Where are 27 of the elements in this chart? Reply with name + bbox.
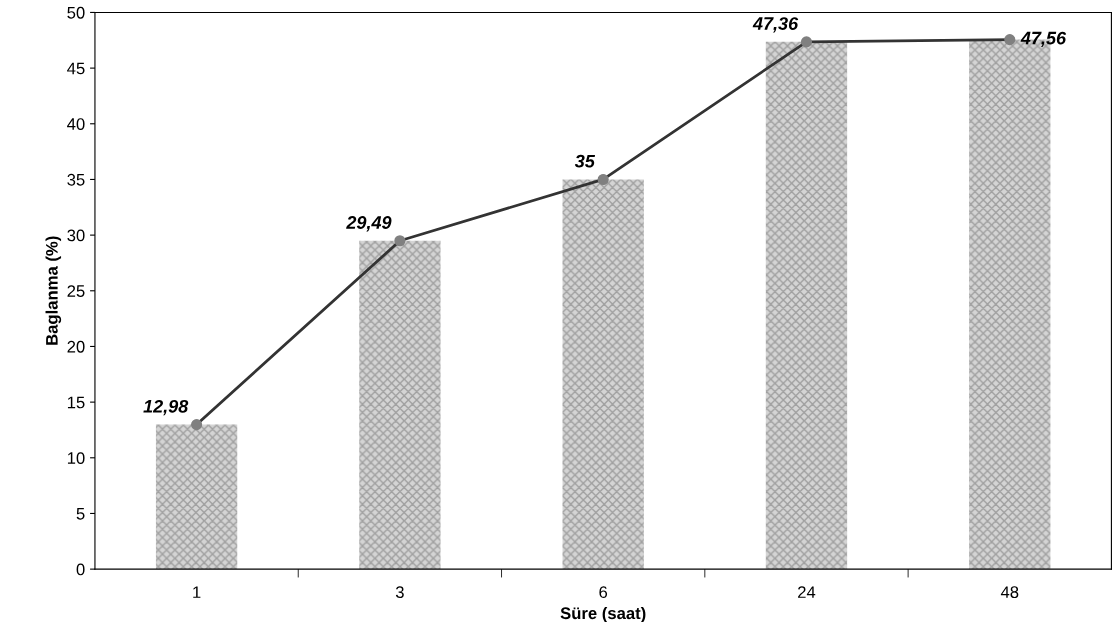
x-tick-label: 6 — [599, 586, 608, 599]
bar — [765, 41, 848, 570]
bar — [359, 240, 441, 570]
data-label: 47,36 — [752, 17, 799, 33]
y-tick-label: 30 — [67, 229, 85, 242]
y-tick-label: 0 — [76, 563, 85, 576]
y-tick-label: 25 — [67, 285, 85, 297]
y-tick-label: 15 — [67, 396, 85, 409]
x-tick-label: 1 — [193, 586, 201, 598]
data-label: 35 — [574, 154, 596, 168]
bar — [155, 424, 238, 570]
y-tick-label: 50 — [67, 6, 85, 19]
x-tick-label: 48 — [1000, 586, 1019, 599]
data-label: 29,49 — [346, 216, 392, 232]
bar — [562, 179, 644, 570]
x-axis-title: Süre (saat) — [560, 606, 646, 622]
data-label: 47,56 — [1020, 31, 1067, 48]
y-tick-label: 45 — [67, 62, 85, 75]
y-tick-label: 40 — [67, 118, 85, 130]
y-tick-label: 20 — [67, 340, 85, 353]
x-tick-label: 3 — [395, 586, 404, 599]
y-tick-label: 35 — [67, 173, 85, 186]
y-tick-label: 5 — [76, 508, 85, 520]
y-axis-title: Baglanma (%) — [45, 236, 62, 345]
data-label: 12,98 — [143, 399, 189, 416]
y-tick-label: 10 — [67, 452, 85, 464]
x-tick-label: 24 — [798, 586, 816, 598]
